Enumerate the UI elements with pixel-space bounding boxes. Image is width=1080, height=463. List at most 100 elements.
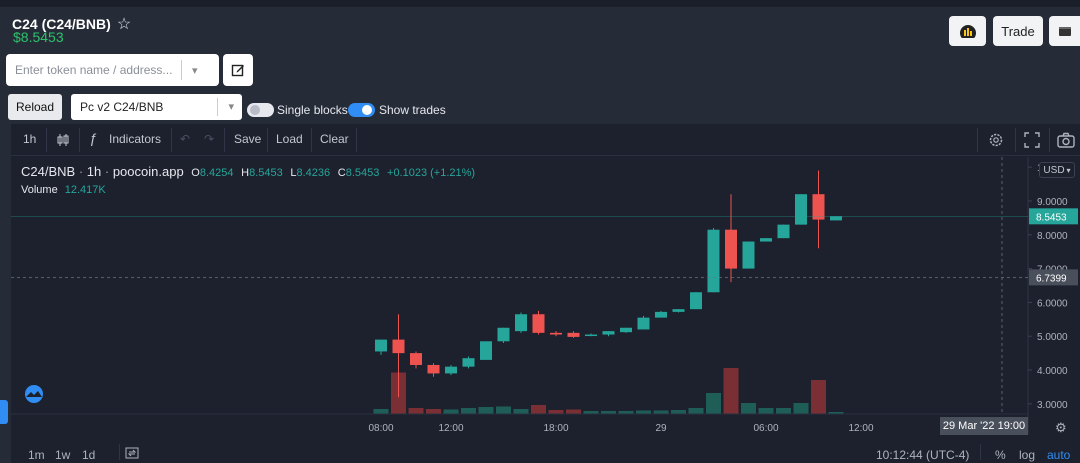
date-range-icon[interactable] — [125, 447, 139, 459]
legend-separator: · — [78, 164, 87, 179]
last-price-label: 8.5453 — [1036, 212, 1067, 223]
candle-body — [462, 358, 475, 367]
volume-bar — [671, 410, 686, 414]
auto-scale-button[interactable]: auto — [1047, 448, 1071, 462]
chevron-down-icon: ▾ — [228, 101, 234, 113]
candle-body — [410, 353, 422, 365]
candle-body — [497, 327, 510, 342]
undo-icon[interactable]: ↶ — [180, 132, 191, 146]
volume-bar — [583, 411, 599, 414]
range-button-1w[interactable]: 1w — [55, 448, 71, 462]
indicators-button[interactable]: Indicators — [109, 132, 162, 146]
legend-main: C24/BNB · 1h · poocoin.app O8.4254 H8.54… — [21, 164, 475, 179]
price-tick-label: 7.0000 — [1037, 265, 1068, 276]
time-tick-label: 06:00 — [753, 423, 778, 434]
volume-bar — [531, 405, 546, 414]
legend-high: 8.5453 — [249, 167, 283, 179]
legend-interval: 1h — [86, 164, 102, 179]
save-button[interactable]: Save — [234, 132, 262, 146]
candle-body — [445, 366, 457, 374]
toolbar-divider — [311, 128, 312, 152]
candle-body — [392, 339, 405, 354]
volume-bar — [391, 372, 406, 414]
token-search-input[interactable] — [6, 63, 181, 77]
toolbar-divider — [1015, 128, 1016, 152]
candle-body — [620, 327, 632, 333]
last-price-badge — [1029, 208, 1078, 225]
toolbar-divider — [356, 128, 357, 152]
chart-settings-button[interactable] — [949, 16, 986, 46]
settings-gear-icon[interactable] — [988, 132, 1004, 148]
trade-button[interactable]: Trade — [993, 16, 1043, 46]
time-tick-label: 12:00 — [438, 423, 463, 434]
crosshair-price-badge — [1029, 269, 1078, 286]
top-strip — [0, 0, 1080, 7]
side-panel-handle[interactable] — [0, 400, 8, 424]
chart-bottom-bar: 1m 1w 1d 10:12:44 (UTC-4) % log auto — [11, 444, 1080, 463]
volume-bar — [373, 409, 389, 414]
chart-container: 1h ƒ Indicators ↶ ↷ Save Load Clear — [0, 124, 1080, 463]
log-scale-button[interactable]: log — [1019, 448, 1036, 462]
toolbar-divider — [1049, 128, 1050, 152]
candle-body — [375, 339, 387, 352]
legend-close: 8.5453 — [345, 167, 380, 179]
reload-button[interactable]: Reload — [8, 94, 62, 120]
axis-settings-gear-icon[interactable]: ⚙ — [1055, 420, 1067, 435]
time-tick-label: 18:00 — [543, 423, 568, 434]
legend-high-key: H — [241, 167, 250, 179]
fullscreen-icon[interactable] — [1024, 132, 1040, 148]
clear-button[interactable]: Clear — [320, 132, 349, 146]
candle-body — [585, 334, 597, 337]
range-button-1d[interactable]: 1d — [82, 448, 96, 462]
edit-token-button[interactable] — [223, 54, 253, 86]
load-button[interactable]: Load — [276, 132, 303, 146]
toggle-knob — [250, 105, 260, 115]
volume-bar — [618, 411, 634, 414]
volume-bar — [548, 410, 564, 414]
volume-value: 12.417K — [64, 184, 106, 196]
show-trades-toggle[interactable] — [348, 103, 375, 117]
toolbar-divider — [267, 128, 268, 152]
currency-value: USD — [1043, 164, 1065, 176]
camera-icon[interactable] — [1057, 132, 1075, 148]
percent-scale-button[interactable]: % — [995, 448, 1006, 462]
currency-select[interactable]: USD ▾ — [1039, 162, 1075, 178]
toggle-knob — [362, 105, 372, 115]
candle-body — [690, 292, 702, 310]
volume-label: Volume — [21, 184, 58, 196]
single-blocks-toggle[interactable] — [247, 103, 274, 117]
volume-bar — [741, 403, 756, 414]
toolbar-divider — [79, 128, 80, 152]
candle-body — [707, 229, 720, 293]
candle-body — [655, 311, 667, 318]
legend-low-key: L — [290, 167, 297, 179]
star-icon[interactable]: ☆ — [116, 16, 132, 33]
candle-body — [480, 341, 492, 360]
candle-body — [760, 238, 772, 242]
pair-select-value: Pc v2 C24/BNB — [80, 100, 164, 114]
interval-button[interactable]: 1h — [23, 132, 37, 146]
candle-body — [742, 241, 755, 269]
time-tick-label: 12:00 — [848, 423, 873, 434]
volume-bar — [461, 408, 476, 414]
volume-bar — [758, 408, 774, 414]
indicators-icon[interactable]: ƒ — [89, 130, 97, 146]
pair-select[interactable]: Pc v2 C24/BNB ▾ — [71, 94, 242, 120]
redo-icon[interactable]: ↷ — [204, 132, 215, 146]
candles-style-icon[interactable] — [56, 133, 70, 147]
token-name: C24 (C24/BNB) — [12, 16, 111, 32]
volume-bar — [513, 409, 529, 414]
chevron-down-icon[interactable]: ▾ — [192, 64, 198, 77]
candle-body — [795, 194, 807, 225]
legend-symbol: C24/BNB — [21, 164, 76, 179]
toolbar-divider — [171, 128, 172, 152]
legend-source: poocoin.app — [112, 164, 184, 179]
wallet-icon — [1058, 27, 1071, 36]
token-search: ▾ — [6, 54, 219, 86]
wallet-button[interactable] — [1049, 16, 1080, 46]
volume-bar — [776, 408, 791, 414]
volume-bar — [566, 409, 581, 414]
range-button-1m[interactable]: 1m — [28, 448, 45, 462]
legend-open-key: O — [191, 167, 200, 179]
volume-bar — [828, 412, 844, 414]
